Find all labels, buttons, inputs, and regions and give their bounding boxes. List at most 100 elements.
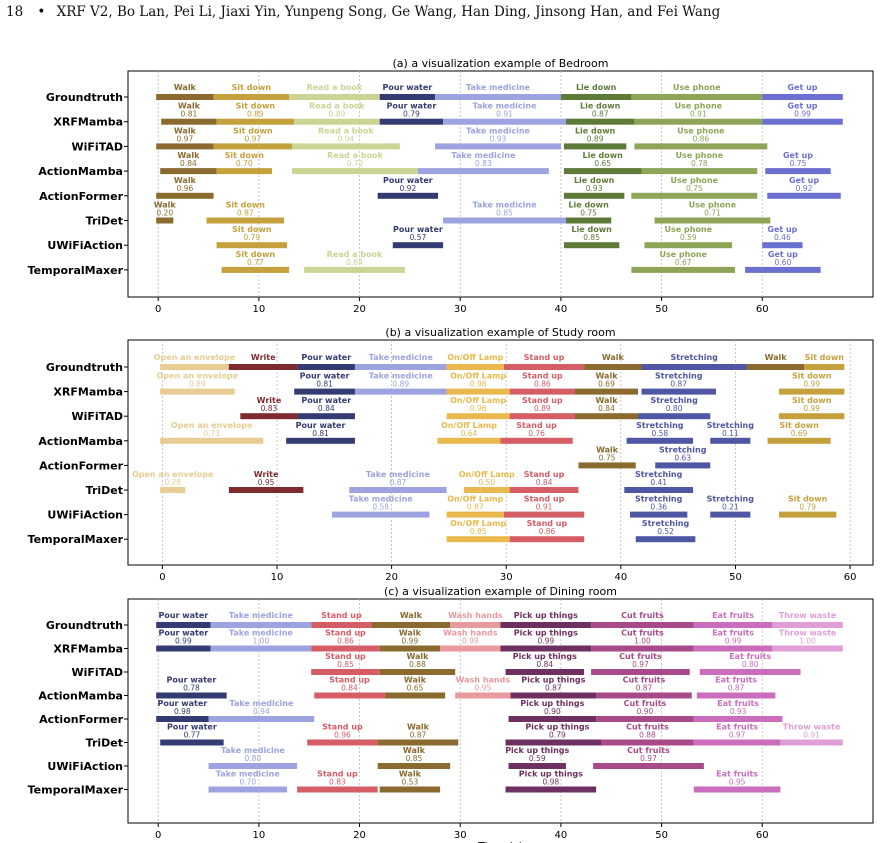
x-axis-label: Time (s): [477, 840, 523, 843]
segment-label: Use phone: [675, 102, 723, 111]
segment-score: 0.81: [316, 380, 333, 389]
segment-score: 0.85: [406, 754, 423, 763]
segment-bar: [772, 622, 843, 628]
segment-score: 0.93: [586, 184, 603, 193]
segment-label: Pick up things: [525, 723, 589, 732]
page-number: 18: [6, 4, 24, 20]
x-tick-label: 20: [353, 830, 366, 841]
segment-label: Eat fruits: [717, 699, 759, 708]
segment-bar: [216, 118, 295, 125]
segment-score: 0.75: [790, 159, 807, 168]
segment-bar: [160, 364, 229, 370]
segment-label: Wash hands: [448, 611, 503, 620]
segment-bar: [591, 669, 690, 675]
row-label: ActionFormer: [39, 459, 123, 472]
segment-score: 0.71: [704, 209, 721, 218]
segment-label: On/Off Lamp: [450, 396, 506, 405]
segment-bar: [435, 94, 561, 100]
segment-bar: [446, 536, 510, 543]
segment-label: Pour water: [157, 699, 207, 708]
segment-label: Use phone: [673, 83, 721, 92]
segment-bar: [304, 266, 405, 273]
segment-bar: [206, 217, 285, 224]
segment-label: Stand up: [527, 519, 568, 528]
segment-score: 0.53: [402, 778, 419, 787]
segment-bar: [780, 739, 843, 746]
segment-bar: [765, 168, 831, 175]
segment-label: Read a book: [307, 83, 363, 92]
segment-label: Lie down: [576, 83, 617, 92]
segment-label: Pick up things: [514, 611, 578, 620]
segment-label: Throw waste: [779, 611, 837, 620]
segment-label: Walk: [174, 83, 197, 92]
segment-bar: [565, 118, 635, 125]
segment-bar: [450, 622, 501, 628]
segment-label: Lie down: [583, 151, 624, 160]
segment-score: 0.90: [544, 707, 561, 716]
segment-bar: [443, 118, 566, 125]
segment-label: Sit down: [232, 225, 272, 234]
segment-bar: [384, 692, 446, 699]
segment-score: 0.79: [549, 731, 566, 740]
segment-bar: [762, 94, 843, 100]
segment-score: 0.65: [407, 684, 424, 693]
segment-bar: [509, 413, 575, 420]
segment-label: Open an envelope: [132, 470, 214, 479]
segment-label: Write: [251, 353, 276, 362]
segment-score: 0.92: [400, 184, 417, 193]
segment-label: Stretching: [707, 495, 755, 504]
segment-score: 0.87: [467, 503, 484, 512]
segment-bar: [221, 266, 290, 273]
segment-score: 0.87: [728, 684, 745, 693]
segment-bar: [631, 266, 736, 273]
segment-bar: [693, 786, 781, 793]
segment-score: 0.11: [722, 429, 739, 438]
x-tick-label: 60: [844, 572, 857, 583]
segment-score: 1.00: [253, 637, 270, 646]
x-tick-label: 30: [454, 304, 467, 315]
segment-label: Take medicine: [451, 151, 516, 160]
segment-bar: [379, 94, 436, 100]
segment-score: 0.92: [796, 184, 813, 193]
segment-label: Eat fruits: [716, 723, 758, 732]
segment-label: Lie down: [571, 225, 612, 234]
segment-label: Take medicine: [369, 353, 434, 362]
segment-bar: [156, 192, 214, 199]
segment-label: Stretching: [635, 495, 683, 504]
segment-label: Stretching: [650, 396, 698, 405]
segment-score: 0.28: [164, 478, 181, 487]
segment-score: 0.46: [774, 233, 791, 242]
segment-score: 0.99: [175, 637, 192, 646]
segment-bar: [463, 487, 510, 493]
segment-bar: [289, 94, 380, 100]
segment-score: 0.89: [392, 380, 409, 389]
segment-score: 0.58: [372, 503, 389, 512]
segment-bar: [446, 364, 504, 370]
segment-score: 0.20: [156, 209, 173, 218]
segment-bar: [762, 118, 843, 125]
segment-bar: [332, 511, 430, 518]
segment-label: Pick up things: [505, 746, 569, 755]
plot-frame: [127, 70, 874, 298]
row-label: XRFMamba: [53, 386, 123, 399]
segment-label: On/Off Lamp: [450, 372, 506, 381]
x-tick-label: 10: [253, 304, 266, 315]
row-label: XRFMamba: [53, 643, 123, 656]
segment-score: 0.79: [403, 110, 420, 119]
row-label: ActionMamba: [38, 165, 123, 178]
segment-bar: [160, 437, 264, 444]
segment-bar: [578, 462, 636, 469]
segment-label: Write: [254, 470, 279, 479]
segment-bar: [693, 739, 781, 746]
segment-bar: [575, 413, 639, 420]
segment-label: Pour water: [301, 396, 351, 405]
segment-score: 0.52: [657, 527, 674, 536]
segment-bar: [446, 413, 510, 420]
segment-bar: [161, 118, 217, 125]
segment-score: 0.80: [742, 660, 759, 669]
segment-bar: [307, 739, 378, 746]
segment-score: 0.72: [347, 159, 364, 168]
segment-bar: [292, 143, 400, 150]
segment-bar: [377, 739, 459, 746]
segment-score: 0.79: [243, 233, 260, 242]
